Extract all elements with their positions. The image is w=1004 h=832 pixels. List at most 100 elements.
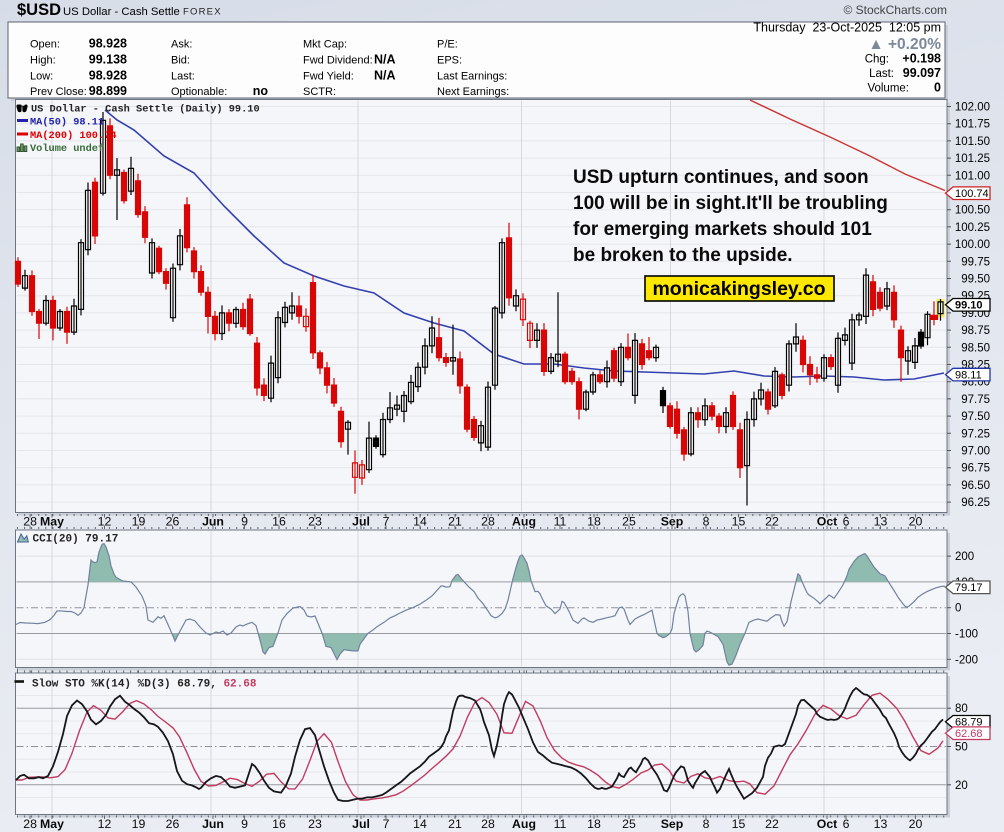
- svg-text:99.50: 99.50: [961, 274, 990, 286]
- svg-text:18: 18: [587, 817, 601, 831]
- svg-text:13: 13: [874, 515, 888, 529]
- svg-text:98.928: 98.928: [89, 69, 127, 83]
- svg-text:6: 6: [843, 817, 850, 831]
- svg-text:99.138: 99.138: [89, 53, 127, 67]
- svg-text:96.75: 96.75: [961, 463, 990, 475]
- svg-text:14: 14: [413, 515, 427, 529]
- svg-text:98.75: 98.75: [961, 325, 990, 337]
- svg-text:for emerging markets should 10: for emerging markets should 101: [573, 219, 872, 240]
- svg-text:Oct: Oct: [817, 817, 838, 831]
- svg-text:97.00: 97.00: [961, 446, 990, 458]
- svg-text:May: May: [40, 515, 64, 529]
- svg-text:97.25: 97.25: [961, 428, 990, 440]
- svg-text:P/E:: P/E:: [437, 39, 458, 51]
- svg-text:28: 28: [481, 817, 495, 831]
- svg-text:▲ +0.20%: ▲ +0.20%: [868, 36, 941, 53]
- svg-text:SCTR:: SCTR:: [303, 86, 336, 98]
- svg-text:100.50: 100.50: [955, 205, 990, 217]
- svg-text:15: 15: [732, 515, 746, 529]
- svg-text:13: 13: [874, 817, 888, 831]
- svg-text:N/A: N/A: [374, 69, 396, 83]
- svg-text:USD upturn continues, and soon: USD upturn continues, and soon: [573, 167, 869, 188]
- svg-text:Next Earnings:: Next Earnings:: [437, 86, 509, 98]
- svg-text:22: 22: [765, 817, 779, 831]
- svg-text:12: 12: [98, 515, 112, 529]
- svg-text:Jul: Jul: [352, 817, 370, 831]
- svg-text:21: 21: [448, 817, 462, 831]
- svg-text:7: 7: [383, 817, 390, 831]
- svg-text:Volume:: Volume:: [867, 83, 909, 95]
- svg-text:$USD: $USD: [17, 1, 61, 19]
- svg-text:16: 16: [272, 515, 286, 529]
- svg-text:Last:: Last:: [869, 68, 894, 80]
- svg-text:19: 19: [132, 817, 146, 831]
- svg-text:99.097: 99.097: [903, 66, 941, 80]
- svg-text:28: 28: [23, 515, 37, 529]
- svg-text:22: 22: [765, 515, 779, 529]
- svg-text:Bid:: Bid:: [171, 55, 190, 67]
- svg-text:96.25: 96.25: [961, 497, 990, 509]
- svg-text:N/A: N/A: [374, 53, 396, 67]
- svg-text:9: 9: [241, 515, 248, 529]
- svg-text:Fwd Yield:: Fwd Yield:: [303, 71, 354, 83]
- svg-text:100.25: 100.25: [955, 222, 990, 234]
- svg-text:Sep: Sep: [661, 515, 684, 529]
- svg-text:Jul: Jul: [352, 515, 370, 529]
- svg-text:96.50: 96.50: [961, 480, 990, 492]
- svg-text:7: 7: [383, 515, 390, 529]
- svg-text:101.00: 101.00: [955, 170, 990, 182]
- svg-text:98.11: 98.11: [955, 369, 982, 381]
- svg-text:20: 20: [909, 515, 923, 529]
- svg-text:monicakingsley.co: monicakingsley.co: [652, 278, 825, 300]
- svg-text:14: 14: [413, 817, 427, 831]
- svg-text:26: 26: [166, 515, 180, 529]
- svg-text:6: 6: [843, 515, 850, 529]
- svg-text:Aug: Aug: [512, 817, 536, 831]
- svg-text:62.68: 62.68: [955, 728, 983, 740]
- svg-text:79.17: 79.17: [955, 582, 983, 594]
- svg-text:20: 20: [955, 780, 968, 792]
- svg-text:9: 9: [241, 817, 248, 831]
- svg-text:98.50: 98.50: [961, 342, 990, 354]
- svg-text:11: 11: [554, 817, 567, 831]
- svg-text:23: 23: [308, 817, 322, 831]
- svg-text:Fwd Dividend:: Fwd Dividend:: [303, 55, 373, 67]
- svg-text:Slow STO %K(14) %D(3) 68.79, 6: Slow STO %K(14) %D(3) 68.79, 62.68: [32, 679, 257, 691]
- svg-text:18: 18: [587, 515, 601, 529]
- svg-text:Optionable:: Optionable:: [171, 86, 227, 98]
- svg-text:25: 25: [622, 515, 636, 529]
- svg-text:Open:: Open:: [30, 39, 60, 51]
- svg-text:Oct: Oct: [817, 515, 838, 529]
- svg-text:12: 12: [98, 817, 112, 831]
- svg-text:© StockCharts.com: © StockCharts.com: [843, 3, 947, 17]
- svg-text:Mkt Cap:: Mkt Cap:: [303, 39, 347, 51]
- svg-text:Jun: Jun: [202, 515, 224, 529]
- svg-text:15: 15: [732, 817, 746, 831]
- svg-text:28: 28: [23, 817, 37, 831]
- svg-text:CCI(20) 79.17: CCI(20) 79.17: [33, 534, 119, 546]
- svg-text:21: 21: [448, 515, 462, 529]
- svg-text:20: 20: [909, 817, 923, 831]
- svg-text:102.00: 102.00: [955, 102, 990, 114]
- svg-text:May: May: [40, 817, 64, 831]
- svg-text:Jun: Jun: [202, 817, 224, 831]
- svg-text:99.10: 99.10: [955, 300, 983, 312]
- svg-text:Last Earnings:: Last Earnings:: [437, 71, 507, 83]
- svg-text:-100: -100: [955, 629, 978, 641]
- svg-text:Sep: Sep: [661, 817, 684, 831]
- svg-text:Aug: Aug: [512, 515, 536, 529]
- svg-text:US Dollar - Cash Settle: US Dollar - Cash Settle: [63, 6, 180, 18]
- svg-text:101.25: 101.25: [955, 153, 990, 165]
- svg-text:97.50: 97.50: [961, 411, 990, 423]
- svg-text:FOREX: FOREX: [183, 7, 222, 18]
- svg-text:Ask:: Ask:: [171, 39, 192, 51]
- svg-text:50: 50: [955, 742, 968, 754]
- svg-text:8: 8: [703, 817, 710, 831]
- svg-text:100.74: 100.74: [955, 188, 989, 200]
- svg-text:US Dollar - Cash Settle (Daily: US Dollar - Cash Settle (Daily) 99.10: [31, 104, 260, 116]
- svg-text:Prev Close:: Prev Close:: [30, 86, 87, 98]
- svg-text:MA(50) 98.11: MA(50) 98.11: [30, 117, 104, 129]
- svg-text:be broken to the upside.: be broken to the upside.: [573, 245, 793, 266]
- svg-text:EPS:: EPS:: [437, 55, 462, 67]
- svg-text:11: 11: [554, 515, 567, 529]
